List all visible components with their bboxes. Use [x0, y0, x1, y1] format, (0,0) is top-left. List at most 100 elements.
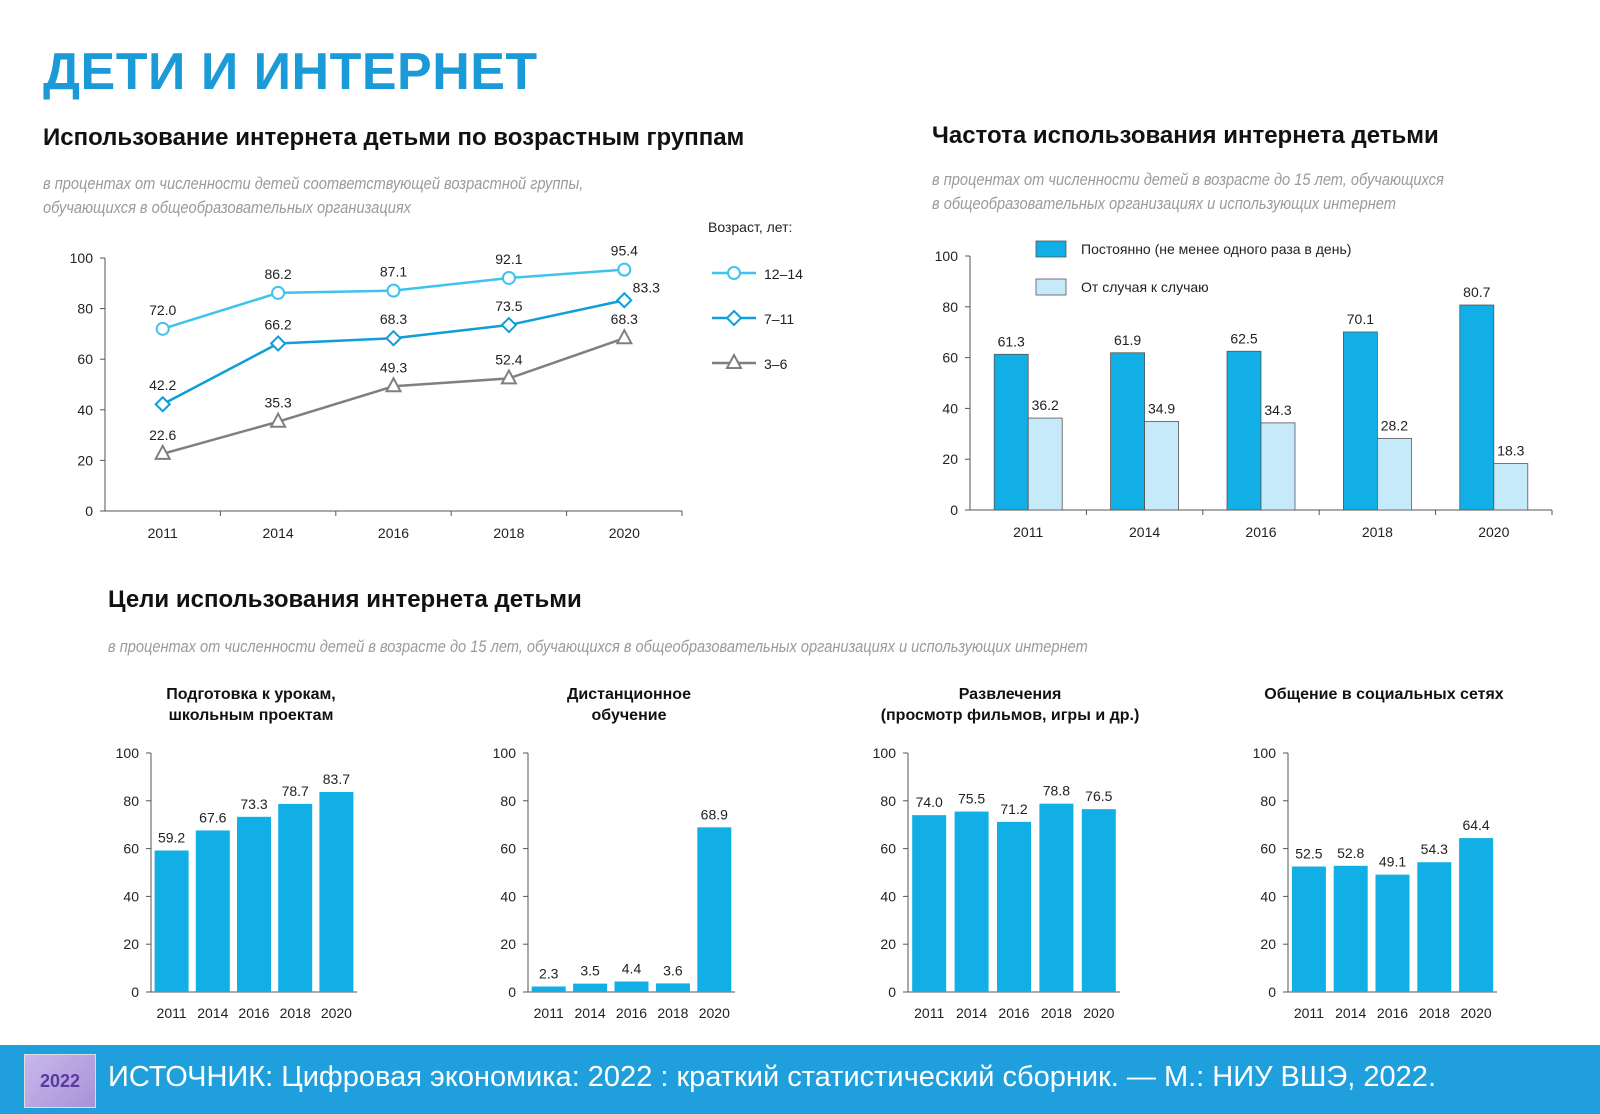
bar	[1144, 420, 1179, 511]
data-label: 87.1	[380, 264, 407, 280]
legend-marker-circle	[727, 266, 741, 280]
bar	[195, 830, 230, 992]
bar	[1459, 838, 1494, 992]
data-label: 52.8	[1337, 845, 1364, 861]
subtitle-line: в процентах от численности детей соответ…	[43, 174, 584, 193]
series-line-3–6	[162, 337, 625, 456]
y-tick-label: 0	[1268, 984, 1276, 1000]
y-tick-label: 80	[942, 299, 958, 315]
y-tick-label: 100	[116, 745, 140, 761]
data-label: 92.1	[495, 251, 522, 267]
data-label: 52.4	[495, 351, 522, 367]
data-point-triangle	[500, 368, 518, 385]
data-point-circle	[617, 262, 632, 277]
data-point-triangle	[615, 328, 633, 345]
y-tick-label: 20	[942, 451, 958, 467]
x-tick-label: 2020	[1461, 1005, 1492, 1021]
data-label: 68.3	[611, 311, 638, 327]
y-tick-label: 40	[880, 888, 896, 904]
page-title: ДЕТИ И ИНТЕРНЕТ	[43, 43, 538, 101]
x-tick-label: 2011	[1294, 1005, 1324, 1021]
data-label: 76.5	[1085, 788, 1112, 804]
small-chart-title-distance: Дистанционное обучение	[469, 684, 789, 726]
x-tick-label: 2014	[1335, 1005, 1366, 1021]
data-point-circle	[155, 321, 170, 336]
data-label: 3.5	[580, 963, 600, 979]
y-tick-label: 80	[500, 793, 516, 809]
bar	[154, 850, 189, 992]
data-label: 28.2	[1381, 417, 1408, 433]
y-tick-label: 60	[942, 350, 958, 366]
y-tick-label: 100	[1253, 745, 1277, 761]
bar	[278, 803, 313, 992]
purposes-section-subtitle: в процентах от численности детей в возра…	[108, 637, 1088, 656]
footer-bar	[0, 1045, 1600, 1114]
title-line: Развлечения	[958, 686, 1062, 703]
frequency-chart-subtitle: в процентах от численности детей в возра…	[932, 168, 1444, 216]
data-label: 3.6	[663, 962, 683, 978]
data-point-diamond	[500, 316, 518, 334]
bar	[237, 816, 271, 992]
bar	[1226, 350, 1262, 511]
x-tick-label: 2018	[1419, 1005, 1450, 1021]
data-label: 62.5	[1230, 330, 1257, 346]
x-tick-label: 2016	[1245, 524, 1276, 540]
y-tick-label: 100	[873, 745, 897, 761]
y-tick-label: 40	[1260, 888, 1276, 904]
y-tick-label: 60	[500, 841, 516, 857]
y-tick-label: 0	[85, 503, 93, 519]
x-tick-label: 2014	[575, 1005, 606, 1021]
y-tick-label: 60	[77, 351, 93, 367]
bar	[1375, 874, 1410, 992]
x-tick-label: 2018	[280, 1005, 311, 1021]
title-line: школьным проектам	[168, 707, 334, 724]
y-tick-label: 0	[508, 984, 516, 1000]
y-tick-label: 60	[123, 841, 139, 857]
x-tick-label: 2020	[1083, 1005, 1114, 1021]
data-label: 83.7	[323, 771, 350, 787]
x-tick-label: 2016	[998, 1005, 1029, 1021]
bar	[1417, 862, 1452, 992]
legend-swatch	[1035, 240, 1067, 258]
data-label: 73.5	[495, 298, 522, 314]
data-label: 68.3	[380, 311, 407, 327]
x-tick-label: 2018	[657, 1005, 688, 1021]
y-tick-label: 80	[123, 793, 139, 809]
data-label: 4.4	[622, 960, 642, 976]
bar	[1081, 809, 1116, 992]
data-label: 34.3	[1264, 402, 1291, 418]
data-label: 73.3	[240, 796, 267, 812]
bar	[1260, 422, 1296, 511]
x-tick-label: 2018	[1041, 1005, 1072, 1021]
data-label: 66.2	[264, 317, 291, 333]
y-tick-label: 80	[77, 301, 93, 317]
y-tick-label: 0	[950, 502, 958, 518]
y-tick-label: 40	[942, 400, 958, 416]
age-groups-chart-title: Использование интернета детьми по возрас…	[43, 124, 745, 151]
data-point-circle	[501, 270, 516, 285]
y-tick-label: 0	[131, 984, 139, 1000]
title-line: обучение	[591, 707, 667, 724]
data-point-diamond	[154, 395, 172, 413]
purposes-section-title: Цели использования интернета детьми	[108, 586, 582, 613]
y-tick-label: 20	[1260, 936, 1276, 952]
data-label: 61.9	[1114, 332, 1141, 348]
data-label: 95.4	[611, 243, 638, 259]
data-label: 49.1	[1379, 854, 1406, 870]
data-label: 72.0	[149, 302, 176, 318]
y-tick-label: 20	[123, 936, 139, 952]
source-book-cover-logo: 2022	[24, 1054, 96, 1108]
y-tick-label: 60	[1260, 841, 1276, 857]
frequency-chart-title: Частота использования интернета детьми	[932, 122, 1439, 149]
y-tick-label: 40	[123, 888, 139, 904]
y-tick-label: 20	[77, 452, 93, 468]
data-point-triangle	[269, 411, 287, 428]
x-tick-label: 2020	[1478, 524, 1509, 540]
data-label: 36.2	[1032, 397, 1059, 413]
bar	[954, 811, 989, 992]
bar	[573, 983, 608, 992]
legend-marker-triangle	[725, 352, 743, 369]
x-tick-label: 2014	[263, 525, 294, 541]
data-point-diamond	[615, 291, 633, 309]
